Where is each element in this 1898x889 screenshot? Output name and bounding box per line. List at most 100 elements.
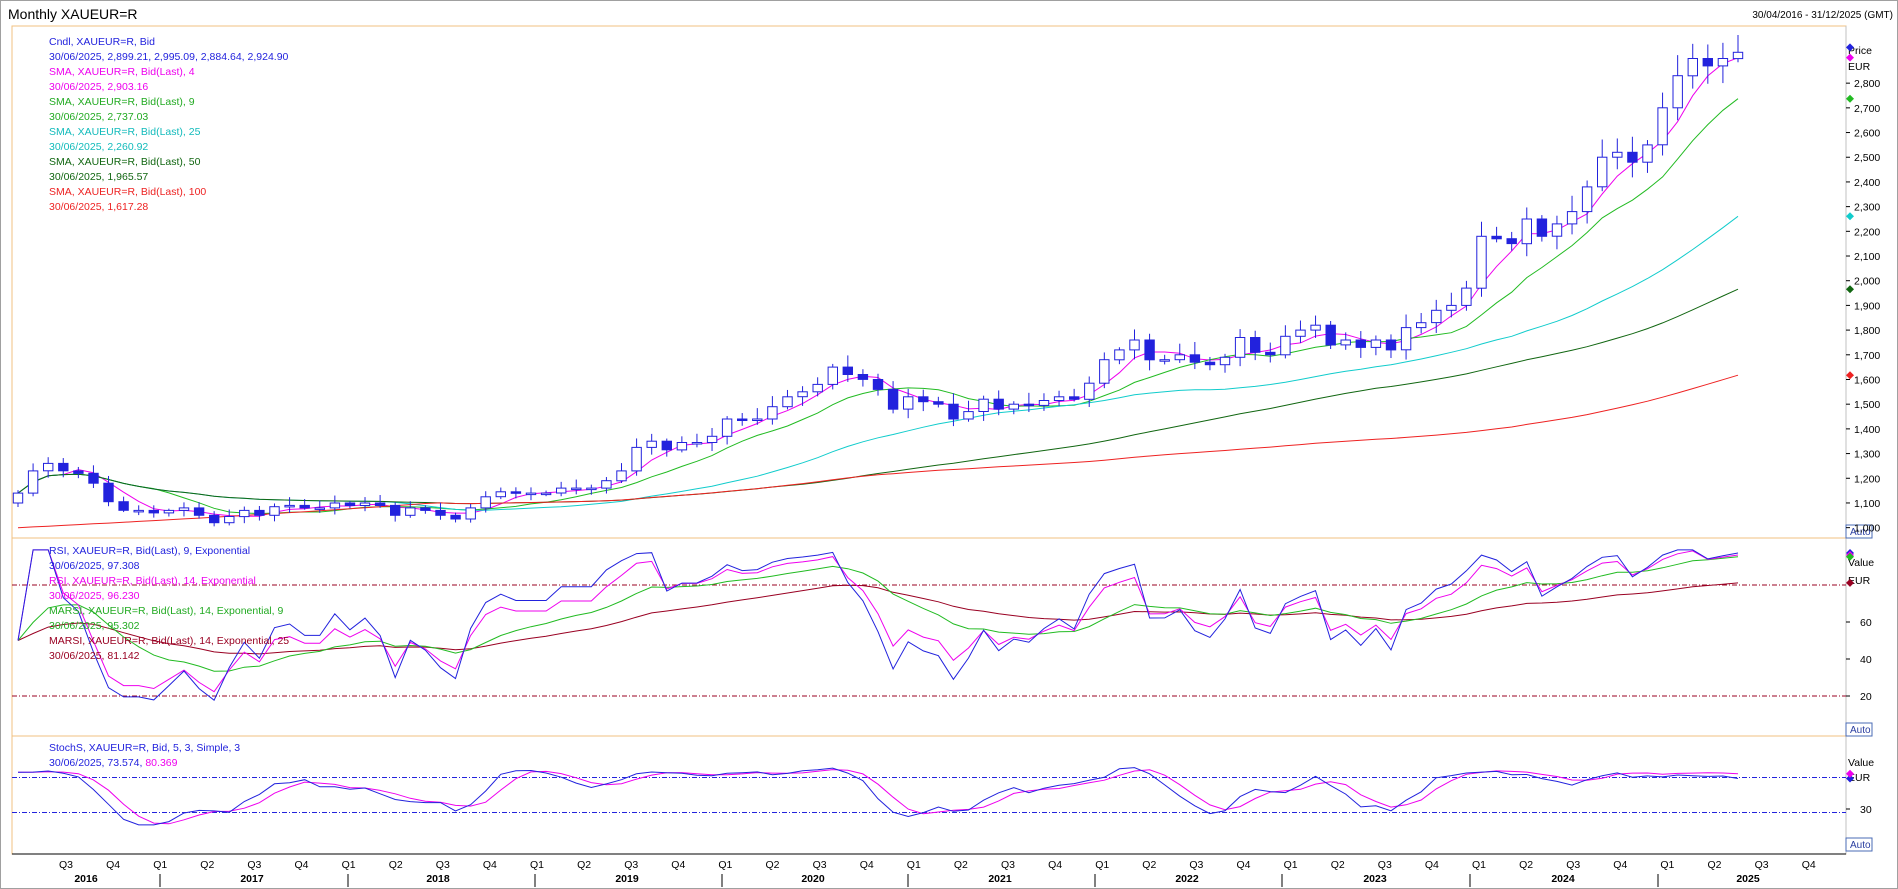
candle-body-up (903, 396, 914, 410)
candle (1295, 320, 1306, 343)
candle-body-up (269, 506, 280, 516)
candle (1416, 312, 1427, 334)
stoch-auto-button-frame[interactable] (1845, 837, 1873, 852)
candle (163, 508, 175, 517)
candle (842, 355, 853, 382)
rsi-axis-title: Value (1848, 557, 1874, 569)
x-quarter-label: Q3 (1378, 859, 1392, 871)
x-year-label: 2019 (615, 873, 639, 885)
candle-body-down (1702, 58, 1713, 67)
x-quarter-label: Q3 (247, 859, 261, 871)
candle-body-down (88, 472, 99, 484)
candle (1702, 44, 1713, 84)
candle (1385, 334, 1397, 359)
candle (1461, 280, 1472, 311)
candle-body-up (12, 492, 24, 504)
x-quarter-label: Q4 (1048, 859, 1062, 871)
date-range: 30/04/2016 - 31/12/2025 (GMT) (1752, 10, 1893, 21)
rsi-plot (12, 549, 1846, 701)
candle (1612, 138, 1623, 170)
candle (284, 497, 295, 513)
rsi-auto-label[interactable]: Auto (1850, 725, 1871, 736)
candle-body-up (133, 509, 144, 513)
candle-body-down (510, 491, 522, 494)
candle (254, 505, 265, 521)
candle (374, 494, 386, 508)
candle (344, 501, 356, 509)
x-quarter-label: Q4 (671, 859, 685, 871)
candle (872, 373, 884, 396)
candle (737, 413, 748, 426)
marsi25-line (17, 582, 1739, 655)
legend-sma100-value: 30/06/2025, 1,617.28 (49, 201, 148, 213)
candle-body-up (1642, 144, 1653, 163)
candle (1657, 92, 1668, 156)
rsi-auto-button-frame[interactable] (1845, 722, 1873, 737)
candle (1204, 356, 1216, 371)
x-year-label: 2020 (801, 873, 825, 885)
candle-body-up (178, 507, 190, 511)
candle-body-up (359, 502, 371, 506)
candle-body-down (1325, 324, 1336, 346)
candle-body-up (1099, 359, 1110, 384)
candle (646, 433, 657, 455)
rsi-auto-button[interactable]: Auto (1845, 722, 1873, 737)
price-auto-label[interactable]: Auto (1850, 527, 1871, 538)
candle-body-up (1612, 151, 1623, 158)
candle (857, 369, 869, 387)
price-ytick-label: 1,200 (1854, 473, 1880, 485)
candle-body-up (1657, 107, 1668, 146)
candle-body-down (1506, 238, 1517, 245)
candle (540, 490, 552, 497)
candle (676, 436, 688, 453)
legend-rsi14-label: RSI, XAUEUR=R, Bid(Last), 14, Exponentia… (49, 575, 256, 587)
legend-sma9-label: SMA, XAUEUR=R, Bid(Last), 9 (49, 96, 195, 108)
candle-body-down (103, 482, 114, 503)
candle-body-up (1129, 339, 1140, 351)
legend-candle-value: 30/06/2025, 2,899.21, 2,995.09, 2,884.64… (49, 51, 289, 63)
candle (1189, 341, 1201, 370)
price-auto-button-frame[interactable] (1845, 524, 1873, 539)
candle (43, 457, 54, 478)
candle (887, 381, 899, 414)
candle-body-down (857, 374, 869, 380)
candle (1023, 392, 1035, 413)
stoch-auto-button[interactable]: Auto (1845, 837, 1873, 852)
candle (525, 487, 537, 501)
price-plot (12, 34, 1744, 529)
candle (1234, 329, 1246, 367)
candle (314, 500, 326, 513)
candle (495, 487, 507, 500)
candle (1340, 332, 1351, 350)
stoch-auto-label[interactable]: Auto (1850, 840, 1871, 851)
candle-body-up (1084, 382, 1095, 400)
candle-body-up (1446, 304, 1457, 311)
candle-body-down (1189, 354, 1201, 363)
candle-body-up (1581, 186, 1593, 213)
price-auto-button[interactable]: Auto (1845, 524, 1873, 539)
x-quarter-label: Q1 (907, 859, 921, 871)
candle (721, 416, 733, 445)
x-year-label: 2017 (240, 873, 264, 885)
x-quarter-label: Q1 (342, 859, 356, 871)
stoch-last-marker (1846, 769, 1854, 778)
candle-body-down (420, 507, 431, 511)
candle (1566, 195, 1578, 235)
x-quarter-label: Q1 (1660, 859, 1674, 871)
candle (903, 388, 914, 419)
candle (1069, 388, 1080, 402)
candle-body-down (872, 379, 884, 390)
y-axis-ticks: 1,000 1,100 1,200 1,300 1,400 1,500 1,600 1,700… (1846, 43, 1880, 816)
candle (1114, 347, 1125, 365)
x-quarter-label: Q2 (1519, 859, 1533, 871)
candle-body-up (1038, 400, 1050, 406)
candle-body-down (1536, 218, 1548, 237)
x-quarter-label: Q1 (1095, 859, 1109, 871)
price-ytick-label: 2,100 (1854, 251, 1880, 263)
rsi-legend: RSI, XAUEUR=R, Bid(Last), 9, Exponential… (49, 545, 289, 662)
legend-rsi9-value: 30/06/2025, 97.308 (49, 560, 140, 572)
x-quarter-label: Q3 (59, 859, 73, 871)
x-quarter-label: Q3 (1189, 859, 1203, 871)
candle (480, 491, 491, 513)
candle (1370, 335, 1382, 356)
